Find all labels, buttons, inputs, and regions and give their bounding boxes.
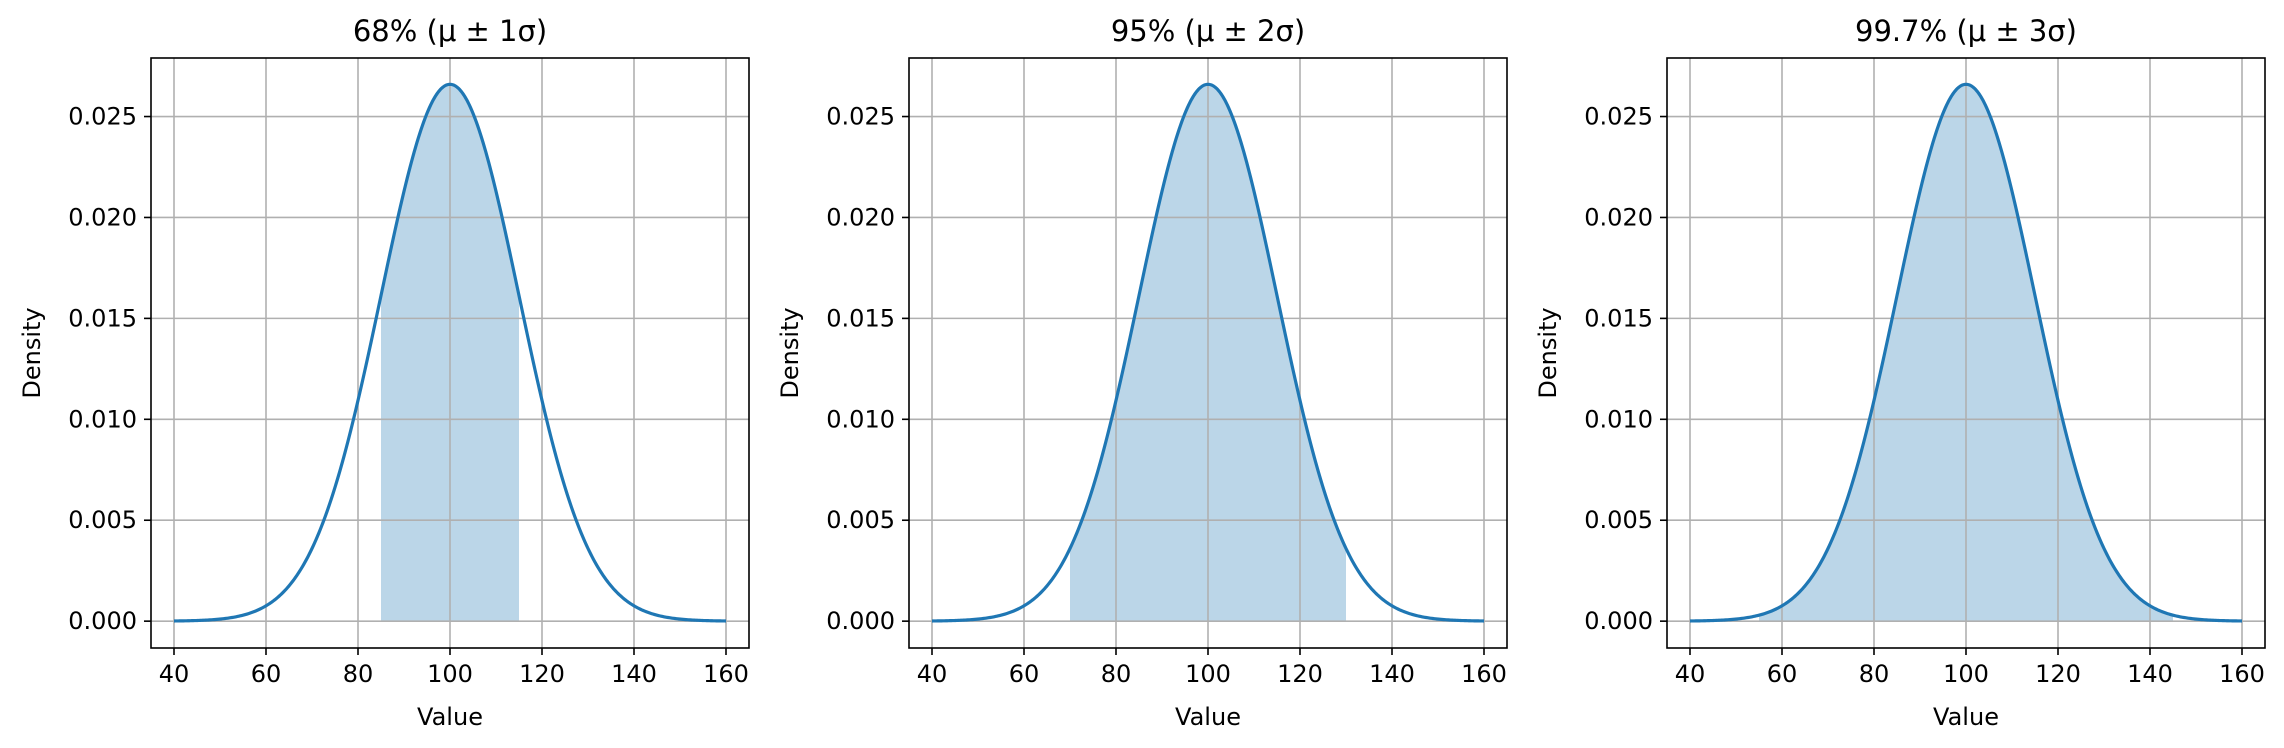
x-tick-label: 40 bbox=[1675, 660, 1706, 688]
x-tick-label: 100 bbox=[1185, 660, 1231, 688]
x-tick-label: 100 bbox=[1943, 660, 1989, 688]
y-tick-label: 0.025 bbox=[1584, 103, 1653, 131]
y-tick-label: 0.025 bbox=[68, 103, 137, 131]
density-curve bbox=[1689, 82, 2243, 623]
y-axis-label: Density bbox=[18, 307, 46, 398]
y-tick-label: 0.015 bbox=[826, 304, 895, 332]
subplot-title: 68% (μ ± 1σ) bbox=[353, 14, 547, 48]
y-tick-label: 0.000 bbox=[1584, 607, 1653, 635]
x-tick-label: 40 bbox=[917, 660, 948, 688]
x-tick-label: 120 bbox=[2035, 660, 2081, 688]
x-tick-label: 60 bbox=[1009, 660, 1040, 688]
x-tick-label: 40 bbox=[159, 660, 190, 688]
y-tick-label: 0.015 bbox=[1584, 304, 1653, 332]
x-tick-label: 80 bbox=[1859, 660, 1890, 688]
x-tick-label: 140 bbox=[1369, 660, 1415, 688]
y-tick-label: 0.020 bbox=[1584, 203, 1653, 231]
x-tick-label: 140 bbox=[611, 660, 657, 688]
x-tick-label: 60 bbox=[251, 660, 282, 688]
y-tick-label: 0.005 bbox=[1584, 506, 1653, 534]
x-tick-label: 80 bbox=[343, 660, 374, 688]
x-tick-label: 120 bbox=[519, 660, 565, 688]
subplot-3: 40 60 80 100 120 140 160 0.000 0.005 0.010 0.015 0.… bbox=[1534, 14, 2266, 731]
y-tick-label: 0.010 bbox=[68, 405, 137, 433]
y-tick-label: 0.020 bbox=[68, 203, 137, 231]
x-tick-label: 160 bbox=[1461, 660, 1507, 688]
x-tick-label: 120 bbox=[1277, 660, 1323, 688]
subplot-title: 95% (μ ± 2σ) bbox=[1111, 14, 1305, 48]
subplot-2: 40 60 80 100 120 140 160 0.000 0.005 0.010 0.015 0.… bbox=[776, 14, 1508, 731]
y-tick-label: 0.005 bbox=[68, 506, 137, 534]
y-tick-label: 0.005 bbox=[826, 506, 895, 534]
x-tick-label: 80 bbox=[1101, 660, 1132, 688]
subplot-title: 99.7% (μ ± 3σ) bbox=[1855, 14, 2077, 48]
y-tick-label: 0.010 bbox=[826, 405, 895, 433]
density-curve bbox=[931, 82, 1485, 623]
y-tick-label: 0.015 bbox=[68, 304, 137, 332]
y-tick-label: 0.020 bbox=[826, 203, 895, 231]
x-axis-label: Value bbox=[417, 703, 483, 731]
x-tick-label: 160 bbox=[703, 660, 749, 688]
y-tick-label: 0.010 bbox=[1584, 405, 1653, 433]
density-curve bbox=[173, 82, 727, 623]
y-axis-label: Density bbox=[776, 307, 804, 398]
x-axis-label: Value bbox=[1175, 703, 1241, 731]
x-tick-label: 140 bbox=[2127, 660, 2173, 688]
subplot-1: 40 60 80 100 120 140 160 0.000 0.005 0.010 0.015 0.… bbox=[18, 14, 750, 731]
y-tick-label: 0.000 bbox=[826, 607, 895, 635]
y-tick-label: 0.000 bbox=[68, 607, 137, 635]
x-tick-label: 100 bbox=[427, 660, 473, 688]
y-axis-label: Density bbox=[1534, 307, 1562, 398]
x-axis-label: Value bbox=[1933, 703, 1999, 731]
y-tick-label: 0.025 bbox=[826, 103, 895, 131]
x-tick-label: 160 bbox=[2219, 660, 2265, 688]
x-tick-label: 60 bbox=[1767, 660, 1798, 688]
